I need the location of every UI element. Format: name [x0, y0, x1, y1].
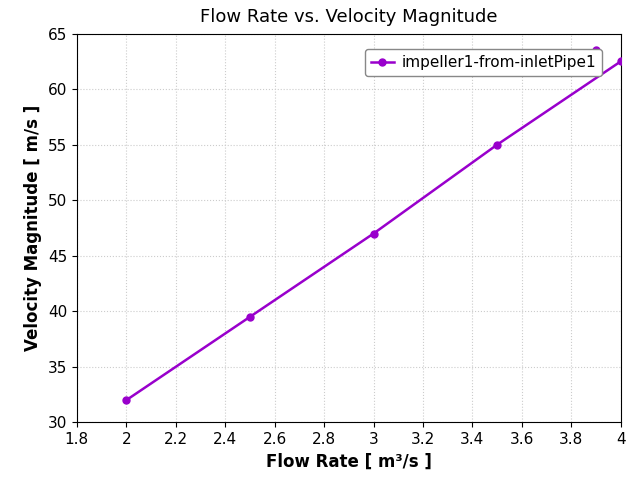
Y-axis label: Velocity Magnitude [ m/s ]: Velocity Magnitude [ m/s ] — [24, 105, 42, 351]
impeller1-from-inletPipe1 — [493, 142, 501, 147]
impeller1-from-inletPipe1 — [370, 231, 378, 237]
impeller1-from-inletPipe1 — [617, 59, 625, 64]
impeller1-from-inletPipe1 — [246, 314, 253, 320]
Legend: impeller1-from-inletPipe1: impeller1-from-inletPipe1 — [365, 49, 602, 76]
Title: Flow Rate vs. Velocity Magnitude: Flow Rate vs. Velocity Magnitude — [200, 9, 497, 26]
X-axis label: Flow Rate [ m³/s ]: Flow Rate [ m³/s ] — [266, 453, 432, 471]
impeller1-from-inletPipe1 — [122, 397, 130, 403]
Line: impeller1-from-inletPipe1: impeller1-from-inletPipe1 — [123, 58, 624, 404]
